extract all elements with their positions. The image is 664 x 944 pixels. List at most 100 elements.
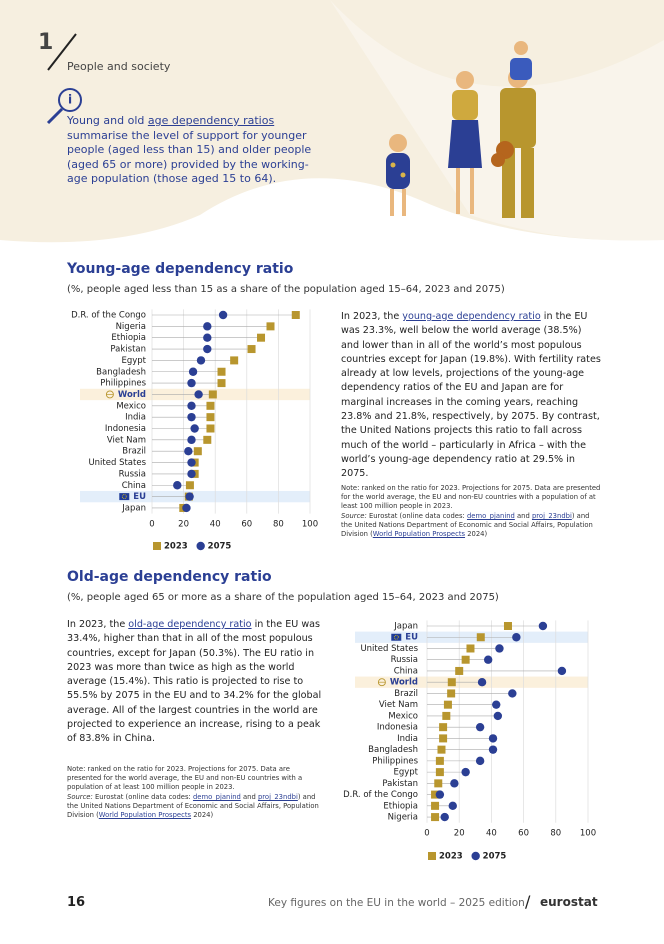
category-label: India bbox=[125, 413, 146, 423]
eu-flag-stars bbox=[393, 634, 399, 640]
chart-subtitle: (%, people aged 65 or more as a share of… bbox=[67, 592, 499, 603]
marker-square bbox=[455, 666, 464, 675]
link[interactable]: old-age dependency ratio bbox=[128, 619, 252, 630]
header-background bbox=[0, 0, 664, 243]
marker-circle bbox=[477, 678, 487, 687]
paragraph: In 2023, the young-age dependency ratio … bbox=[341, 310, 601, 482]
chapter-number: 1 bbox=[38, 30, 54, 55]
marker-square bbox=[437, 745, 446, 754]
legend-label: 2075 bbox=[483, 852, 507, 862]
category-label: Ethiopia bbox=[383, 801, 418, 811]
category-label: Bangladesh bbox=[368, 745, 418, 755]
text-run: Eurostat (online data codes: bbox=[366, 512, 467, 520]
x-tick-label: 80 bbox=[550, 829, 561, 839]
x-tick-label: 0 bbox=[424, 829, 429, 839]
marker-circle bbox=[187, 458, 196, 467]
marker-circle bbox=[538, 621, 548, 631]
marker-square bbox=[217, 367, 226, 376]
text-run: summarise the level of support for young… bbox=[67, 128, 312, 186]
marker-circle bbox=[187, 401, 196, 410]
category-label: Viet Nam bbox=[107, 435, 146, 445]
category-label: Philippines bbox=[100, 379, 146, 389]
x-tick-label: 60 bbox=[518, 829, 529, 839]
marker-circle bbox=[194, 390, 203, 399]
x-tick-label: 80 bbox=[273, 520, 284, 530]
category-label: United States bbox=[360, 644, 418, 654]
marker-circle bbox=[187, 469, 196, 479]
marker-circle bbox=[203, 322, 212, 331]
link[interactable]: young-age dependency ratio bbox=[402, 311, 541, 322]
category-label: Egypt bbox=[121, 356, 146, 366]
marker-circle bbox=[196, 541, 205, 551]
link[interactable]: demo_pjanind bbox=[466, 512, 515, 520]
highlight-band bbox=[80, 490, 310, 503]
link[interactable]: proj_23ndbi bbox=[531, 512, 572, 520]
marker-circle bbox=[187, 435, 196, 445]
marker-circle bbox=[185, 492, 194, 501]
source: Source: Eurostat (online data codes: dem… bbox=[341, 512, 601, 539]
legend-label: 2023 bbox=[164, 542, 188, 552]
text-run: Young and old bbox=[67, 114, 148, 127]
marker-circle bbox=[187, 378, 196, 388]
marker-circle bbox=[218, 310, 228, 320]
category-label: D.R. of the Congo bbox=[71, 311, 146, 321]
category-label: China bbox=[122, 481, 146, 491]
marker-circle bbox=[471, 851, 480, 861]
category-label: Mexico bbox=[116, 401, 146, 411]
source: Source: Eurostat (online data codes: dem… bbox=[67, 793, 325, 820]
category-label: Japan bbox=[121, 503, 146, 513]
x-tick-label: 20 bbox=[178, 520, 189, 530]
marker-circle bbox=[187, 412, 196, 422]
chart-subtitle: (%, people aged less than 15 as a share … bbox=[67, 284, 505, 295]
footer-slash: / bbox=[525, 892, 531, 911]
category-label: Ethiopia bbox=[111, 333, 146, 343]
marker-square bbox=[435, 768, 444, 777]
text-run: Source: bbox=[67, 793, 93, 801]
marker-square bbox=[503, 622, 512, 630]
marker-square bbox=[447, 678, 456, 687]
marker-square bbox=[466, 644, 475, 653]
text-run: in the EU was 23.3%, well below the worl… bbox=[341, 311, 601, 480]
marker-circle bbox=[173, 481, 182, 490]
category-label: Egypt bbox=[393, 768, 418, 778]
marker-circle bbox=[508, 689, 517, 698]
link[interactable]: age dependency ratios bbox=[147, 114, 275, 127]
category-label: World bbox=[118, 390, 146, 400]
text-run: In 2023, the bbox=[341, 311, 403, 322]
link[interactable]: proj_23ndbi bbox=[257, 793, 298, 801]
marker-square bbox=[266, 322, 275, 331]
marker-circle bbox=[512, 633, 521, 642]
marker-circle bbox=[184, 447, 193, 456]
link[interactable]: World Population Prospects bbox=[372, 530, 466, 538]
category-label: China bbox=[394, 666, 418, 676]
eu-flag-stars bbox=[121, 494, 127, 500]
marker-square bbox=[435, 756, 444, 765]
paragraph: In 2023, the old-age dependency ratio in… bbox=[67, 618, 325, 747]
link[interactable]: World Population Prospects bbox=[98, 811, 192, 819]
category-label: Viet Nam bbox=[379, 700, 418, 710]
x-tick-label: 100 bbox=[302, 520, 318, 530]
info-icon-handle bbox=[46, 107, 64, 125]
legend-label: 2023 bbox=[439, 852, 463, 862]
marker-square bbox=[447, 689, 456, 698]
category-label: World bbox=[390, 678, 418, 688]
family-illustration bbox=[386, 41, 536, 218]
category-label: Pakistan bbox=[110, 345, 146, 355]
category-label: Mexico bbox=[388, 711, 418, 721]
marker-circle bbox=[557, 666, 567, 676]
marker-square bbox=[476, 633, 485, 642]
category-label: Russia bbox=[119, 469, 146, 479]
text-run: In 2023, the bbox=[67, 619, 129, 630]
footer-brand: eurostat bbox=[540, 895, 598, 909]
marker-circle bbox=[203, 333, 212, 342]
marker-square bbox=[431, 801, 440, 810]
marker-square bbox=[257, 333, 266, 342]
chapter-slash bbox=[47, 33, 77, 71]
marker-circle bbox=[435, 790, 445, 799]
category-label: United States bbox=[88, 458, 146, 468]
link[interactable]: demo_pjanind bbox=[192, 793, 241, 801]
x-tick-label: 40 bbox=[486, 829, 497, 839]
category-label: Bangladesh bbox=[96, 367, 146, 377]
marker-circle bbox=[461, 767, 470, 777]
